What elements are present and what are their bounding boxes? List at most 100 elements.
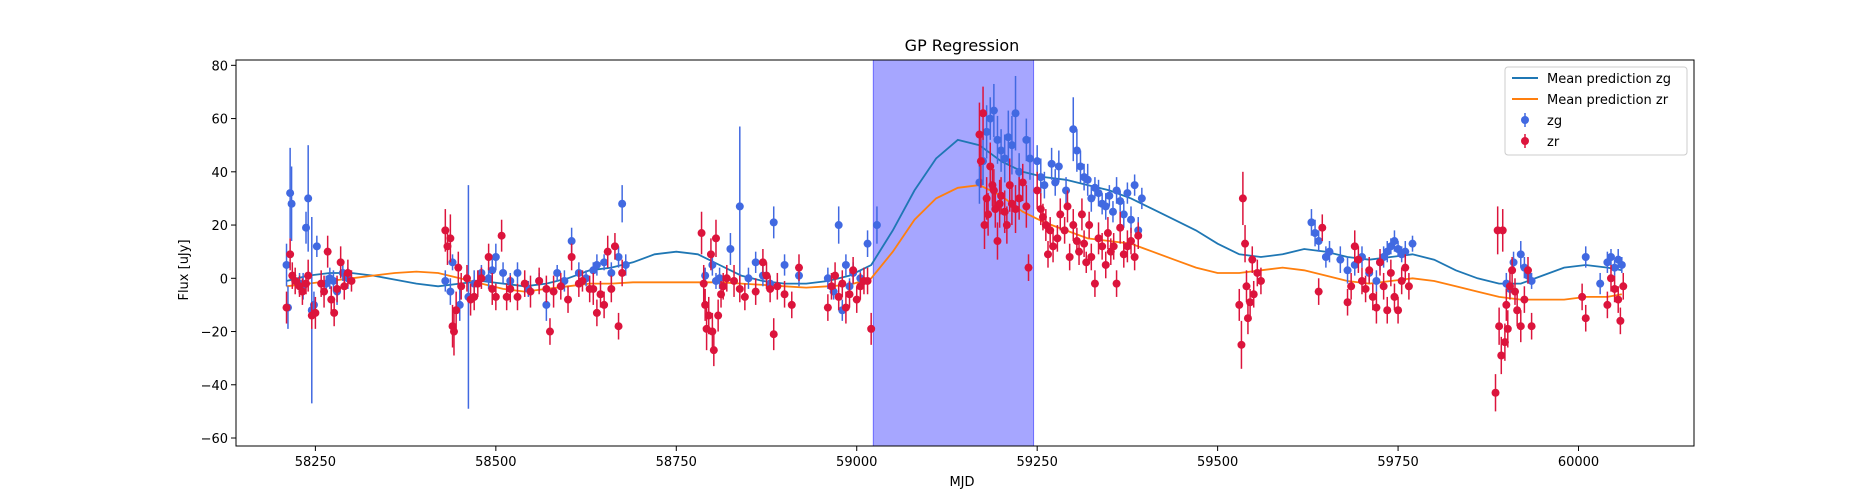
zr-point (993, 222, 1002, 260)
zr-marker (831, 271, 840, 280)
zr-point (1503, 310, 1512, 348)
zr-point (867, 312, 876, 345)
legend-label-zr: zr (1547, 135, 1560, 150)
zr-point (1033, 171, 1042, 210)
zr-point (1616, 307, 1625, 335)
zr-point (333, 275, 342, 303)
zr-marker (327, 295, 336, 304)
zg-point (592, 254, 601, 276)
zr-point (1401, 254, 1410, 281)
zr-marker (549, 287, 558, 296)
zr-point (699, 264, 708, 303)
zr-marker (1077, 210, 1086, 219)
zr-marker (769, 330, 778, 339)
zg-marker (1072, 146, 1081, 155)
zr-point (841, 291, 850, 324)
zg-marker (1509, 258, 1518, 267)
zr-point (592, 299, 601, 327)
zr-marker (610, 242, 619, 251)
zg-point (1516, 241, 1525, 268)
zr-marker (497, 231, 506, 240)
zr-point (1502, 288, 1511, 321)
zr-point (1235, 288, 1244, 321)
zr-point (1024, 254, 1033, 281)
zr-point (336, 246, 345, 279)
zr-point (1606, 264, 1615, 292)
zg-point (1336, 246, 1345, 273)
zg-marker (1054, 162, 1063, 171)
zr-marker (1090, 279, 1099, 288)
zr-point (697, 211, 706, 255)
zr-point (443, 227, 452, 265)
zr-point (1495, 307, 1504, 345)
zr-marker (607, 284, 616, 293)
zr-point (1109, 233, 1118, 260)
zg-point (1054, 150, 1063, 183)
zr-point (1619, 272, 1628, 300)
zr-point (1069, 209, 1078, 242)
zg-point (1307, 209, 1316, 236)
zr-point (1087, 243, 1096, 271)
zg-marker (993, 135, 1002, 144)
zr-marker (823, 303, 832, 312)
zr-point (549, 275, 558, 308)
zg-point (834, 206, 843, 244)
zr-point (758, 249, 767, 276)
zr-marker (1101, 260, 1110, 269)
zg-marker (1137, 194, 1146, 203)
zr-point (542, 275, 551, 303)
zg-marker (488, 266, 497, 275)
zr-marker (1046, 226, 1055, 235)
zg-marker (1596, 279, 1605, 288)
zg-marker (1516, 250, 1525, 259)
zg-point (1108, 201, 1117, 223)
zg-point (1083, 163, 1092, 196)
zr-marker (719, 282, 728, 291)
zr-point (1060, 217, 1069, 244)
zr-marker (470, 292, 479, 301)
zg-point (1105, 185, 1114, 207)
zr-marker (1082, 258, 1091, 267)
x-axis-label: MJD (949, 475, 974, 490)
zg-point (446, 278, 455, 305)
zr-point (704, 296, 713, 335)
zr-marker (320, 287, 329, 296)
zr-marker (1018, 178, 1027, 187)
zr-point (1022, 185, 1031, 228)
zr-marker (1098, 242, 1107, 251)
zg-point (1581, 246, 1590, 268)
zg-point (1116, 190, 1125, 212)
zg-marker (989, 106, 998, 115)
zr-marker (699, 279, 708, 288)
zr-point (1350, 230, 1359, 263)
zg-point (1123, 182, 1132, 204)
zr-marker (333, 284, 342, 293)
zr-marker (1505, 282, 1514, 291)
zr-point (1243, 302, 1252, 335)
x-axis-ticks: 58250 58500 58750 59000 59250 59500 59750 60000 (295, 446, 1599, 470)
zg-marker (600, 258, 609, 267)
zg-point (1112, 177, 1121, 204)
zg-point (769, 206, 778, 239)
zr-point (520, 270, 529, 297)
zr-point (735, 275, 744, 303)
zg-marker (513, 268, 522, 277)
zr-marker (1065, 252, 1074, 261)
zg-marker (287, 199, 296, 208)
zr-marker (730, 276, 739, 285)
zg-marker (1025, 154, 1034, 163)
zr-marker (1502, 300, 1511, 309)
zr-point (484, 243, 493, 271)
zr-point (1581, 304, 1590, 332)
zr-marker (1581, 314, 1590, 323)
zr-point (1513, 294, 1522, 327)
zr-marker (1491, 388, 1500, 397)
zr-point (709, 334, 718, 367)
zg-marker (997, 146, 1006, 155)
zr-point (1394, 296, 1403, 324)
y-tick-label: 20 (211, 219, 228, 234)
zg-marker (1069, 125, 1078, 134)
zr-point (766, 275, 775, 303)
zr-point (976, 134, 985, 188)
zr-point (1379, 272, 1388, 300)
